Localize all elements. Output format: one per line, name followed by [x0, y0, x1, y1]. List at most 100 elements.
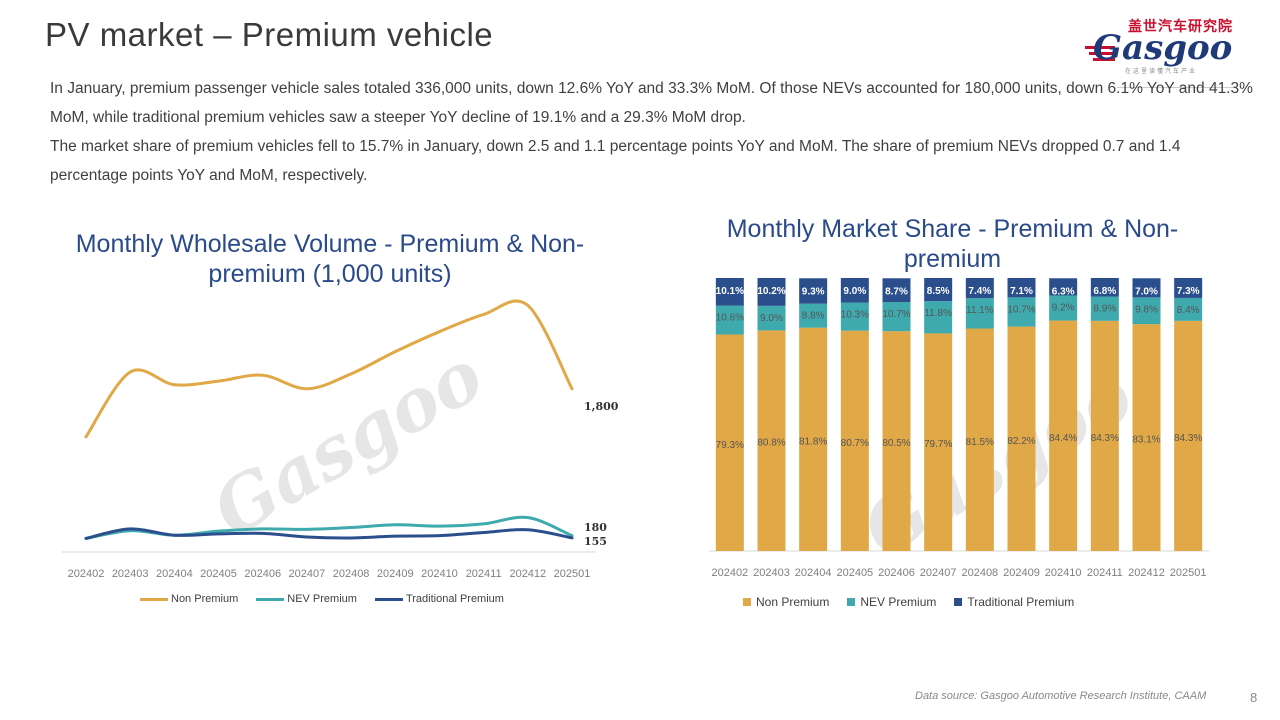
legend-swatch-nev-premium [256, 597, 285, 601]
bar-data-label-traditional-premium: 7.0% [1135, 286, 1158, 297]
bar-data-label-traditional-premium: 7.1% [1010, 286, 1033, 297]
legend-swatch-traditional-premium [954, 598, 963, 606]
legend-item-non-premium: Non Premium [743, 595, 829, 609]
bar-segment-non-premium [715, 334, 744, 551]
bar-data-label-nev-premium: 8.9% [1093, 304, 1116, 315]
bar-data-label-nev-premium: 10.6% [716, 313, 744, 324]
bar-segment-non-premium [799, 327, 828, 551]
line-chart-x-tick-label: 202404 [156, 568, 193, 580]
bar-segment-non-premium [882, 331, 911, 551]
summary-text: In January, premium passenger vehicle sa… [50, 74, 1260, 190]
bar-data-label-non-premium: 81.5% [966, 437, 994, 448]
bar-segment-nev-premium [840, 302, 869, 331]
line-chart-x-tick-label: 202405 [200, 568, 237, 580]
bar-segment-nev-premium [1174, 297, 1203, 321]
line-chart-x-tick-label: 202406 [244, 568, 281, 580]
bar-data-label-non-premium: 80.7% [841, 438, 869, 449]
bar-data-label-nev-premium: 11.1% [966, 305, 994, 316]
legend-item-traditional-premium: Traditional Premium [374, 593, 504, 605]
bar-data-label-traditional-premium: 9.0% [843, 286, 866, 297]
line-chart-title: Monthly Wholesale Volume - Premium & Non… [75, 230, 585, 288]
bar-segment-nev-premium [924, 301, 953, 334]
bar-segment-non-premium [924, 333, 953, 551]
bar-chart-x-tick-label: 202404 [795, 567, 832, 579]
bar-data-label-nev-premium: 10.7% [1007, 304, 1035, 315]
line-chart-x-tick-label: 202412 [509, 568, 546, 580]
bar-data-label-non-premium: 81.8% [799, 436, 827, 447]
line-chart-x-tick-label: 202411 [466, 568, 502, 580]
bar-segment-nev-premium [1049, 295, 1078, 321]
bar-chart-x-tick-label: 202410 [1045, 567, 1082, 579]
logo-wordmark: Gasgoo [1093, 28, 1233, 68]
bar-chart-x-tick-label: 202411 [1087, 567, 1123, 579]
bar-data-label-traditional-premium: 10.1% [716, 286, 744, 297]
line-series-non-premium [84, 299, 574, 439]
bar-chart-x-tick-label: 202409 [1003, 567, 1040, 579]
bar-segment-nev-premium [1132, 297, 1161, 325]
bar-data-label-non-premium: 80.8% [757, 438, 785, 449]
legend-swatch-non-premium [743, 598, 751, 606]
bar-data-label-traditional-premium: 8.5% [927, 286, 950, 297]
bar-data-label-non-premium: 83.1% [1132, 435, 1160, 446]
line-chart-x-tick-label: 202409 [377, 568, 414, 580]
logo-tagline: 在这里读懂汽车产业 [1125, 69, 1198, 75]
bar-segment-non-premium [1007, 326, 1036, 551]
legend-label-traditional-premium: Traditional Premium [967, 595, 1075, 609]
bar-chart-x-tick-label: 202501 [1170, 567, 1207, 579]
data-source-note: Data source: Gasgoo Automotive Research … [915, 690, 1207, 702]
bar-segment-traditional-premium [1007, 278, 1036, 298]
line-series-traditional-premium [84, 527, 574, 540]
line-series-nev-premium [84, 515, 574, 540]
bar-segment-traditional-premium [1090, 278, 1119, 297]
logo-stripe [1089, 52, 1115, 55]
line-chart-x-tick-label: 202408 [333, 568, 370, 580]
legend-label-nev-premium: NEV Premium [860, 595, 937, 609]
page-number: 8 [1250, 690, 1258, 705]
legend-label-nev-premium: NEV Premium [287, 593, 357, 605]
bar-data-label-non-premium: 84.3% [1091, 433, 1119, 444]
legend-swatch-traditional-premium [374, 597, 403, 601]
bar-data-label-nev-premium: 10.3% [841, 310, 869, 321]
bar-segment-traditional-premium [1132, 278, 1161, 298]
bar-chart-x-tick-label: 202405 [836, 567, 873, 579]
bar-segment-nev-premium [965, 298, 994, 329]
bar-data-label-nev-premium: 9.2% [1052, 302, 1075, 313]
legend-item-nev-premium: NEV Premium [256, 593, 357, 605]
legend-item-nev-premium: NEV Premium [847, 595, 936, 609]
bar-data-label-non-premium: 82.2% [1007, 436, 1035, 447]
bar-segment-nev-premium [799, 303, 828, 328]
bar-data-label-non-premium: 84.4% [1049, 433, 1077, 444]
logo-chinese-text: 盖世汽车研究院 [1128, 18, 1233, 34]
logo-stripe [1085, 46, 1115, 49]
gasgoo-logo: 盖世汽车研究院 Gasgoo 在这里读懂汽车产业 [1085, 16, 1245, 88]
bar-data-label-nev-premium: 8.4% [1177, 305, 1200, 316]
line-end-label-traditional-premium: 155 [584, 535, 607, 548]
logo-stripe [1093, 58, 1115, 61]
bar-data-label-traditional-premium: 8.7% [885, 286, 908, 297]
line-end-label-nev-premium: 180 [584, 521, 607, 534]
bar-segment-traditional-premium [965, 278, 994, 299]
bar-segment-nev-premium [757, 305, 786, 331]
legend-swatch-nev-premium [847, 598, 856, 606]
line-chart-x-tick-label: 202501 [554, 568, 591, 580]
bar-chart-x-tick-label: 202406 [878, 567, 915, 579]
line-chart-x-tick-label: 202407 [289, 568, 326, 580]
page-title: PV market – Premium vehicle [45, 16, 494, 53]
bar-data-label-non-premium: 79.3% [716, 440, 744, 451]
bar-segment-nev-premium [1007, 297, 1036, 327]
bar-chart-x-tick-label: 202402 [711, 567, 748, 579]
bar-segment-non-premium [1132, 324, 1161, 551]
bar-chart-x-tick-label: 202407 [920, 567, 957, 579]
legend-label-non-premium: Non Premium [756, 595, 830, 609]
bar-data-label-non-premium: 79.7% [924, 439, 952, 450]
bar-data-label-non-premium: 80.5% [882, 438, 910, 449]
bar-chart-legend: Non Premium NEV Premium Traditional Prem… [743, 595, 1092, 609]
legend-item-non-premium: Non Premium [140, 593, 238, 605]
bar-segment-traditional-premium [1174, 278, 1203, 298]
bar-data-label-nev-premium: 11.8% [924, 308, 952, 319]
line-chart-x-tick-label: 202402 [68, 568, 105, 580]
legend-label-non-premium: Non Premium [171, 593, 239, 605]
bar-data-label-nev-premium: 10.7% [882, 309, 910, 320]
bar-data-label-traditional-premium: 9.3% [802, 286, 825, 297]
bar-segment-nev-premium [715, 305, 744, 335]
